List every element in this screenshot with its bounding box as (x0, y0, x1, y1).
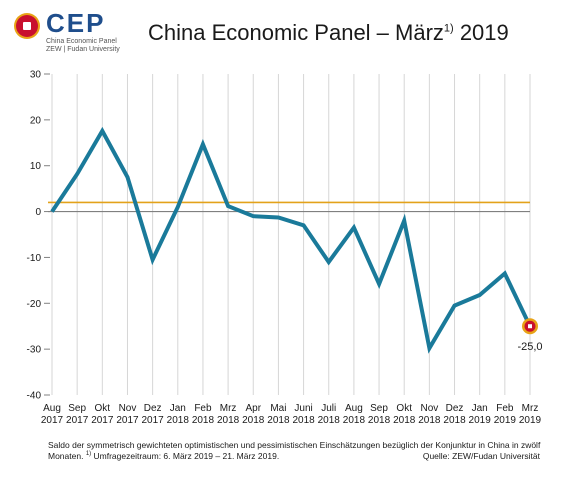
title-footnote-mark: 1) (443, 22, 454, 35)
x-tick-year: 2018 (368, 415, 391, 426)
title-main: China Economic Panel – März (148, 20, 444, 45)
x-tick-year: 2017 (116, 415, 139, 426)
x-tick-year: 2018 (267, 415, 290, 426)
x-tick-month: Nov (420, 403, 438, 414)
footnote-line-2-post: Umfragezeitraum: 6. März 2019 – 21. März… (91, 451, 280, 461)
x-tick-year: 2018 (418, 415, 441, 426)
grid-layer (51, 74, 531, 395)
x-tick-month: Dez (144, 403, 162, 414)
x-tick-month: Feb (496, 403, 514, 414)
x-axis-ticks: Aug2017Sep2017Okt2017Nov2017Dez2017Jan20… (41, 403, 542, 426)
source-note: Quelle: ZEW/Fudan Universität (422, 451, 540, 461)
footnote-line-2: Monaten. 1) Umfragezeitraum: 6. März 201… (48, 451, 548, 462)
chart-title: China Economic Panel – März1) 2019 (148, 20, 509, 46)
series-line (50, 126, 532, 354)
x-tick-year: 2018 (343, 415, 366, 426)
x-tick-month: Apr (245, 403, 261, 414)
x-tick-month: Aug (345, 403, 363, 414)
x-tick-month: Sep (370, 403, 388, 414)
x-tick-month: Okt (396, 403, 412, 414)
x-tick-year: 2017 (91, 415, 114, 426)
x-tick-month: Mrz (522, 403, 539, 414)
y-tick-label: 0 (35, 207, 41, 218)
x-tick-month: Jan (472, 403, 488, 414)
last-point-marker-center (528, 324, 532, 329)
x-tick-year: 2018 (292, 415, 315, 426)
cep-logo-icon (16, 15, 38, 37)
x-tick-year: 2018 (167, 415, 190, 426)
y-tick-label: -10 (27, 253, 42, 264)
x-tick-year: 2018 (393, 415, 416, 426)
y-tick-label: 10 (30, 161, 42, 172)
series-layer (50, 126, 532, 354)
x-tick-year: 2017 (41, 415, 64, 426)
last-point-label: -25,0 (517, 341, 542, 353)
footnote-line-1: Saldo der symmetrisch gewichteten optimi… (48, 440, 541, 450)
x-tick-month: Nov (119, 403, 137, 414)
x-tick-month: Juli (321, 403, 336, 414)
x-tick-month: Mrz (220, 403, 237, 414)
reference-layer (48, 201, 530, 213)
logo-subtitle: China Economic Panel (46, 38, 117, 45)
x-tick-year: 2019 (494, 415, 517, 426)
x-tick-year: 2017 (142, 415, 165, 426)
y-axis-ticks: 30 20 10 0 -10 -20 -30 -40 (27, 70, 50, 402)
x-tick-year: 2018 (242, 415, 265, 426)
y-tick-label: -20 (27, 299, 42, 310)
y-tick-label: -30 (27, 345, 42, 356)
logo-text: CEP (46, 8, 106, 38)
title-year: 2019 (453, 20, 509, 45)
x-tick-month: Okt (95, 403, 111, 414)
x-tick-year: 2018 (318, 415, 341, 426)
marker-layer: -25,0 (517, 318, 543, 353)
y-tick-label: -40 (27, 391, 42, 402)
x-tick-year: 2018 (217, 415, 240, 426)
x-tick-month: Juni (294, 403, 312, 414)
logo-affiliation: ZEW | Fudan University (46, 46, 120, 53)
x-tick-year: 2018 (443, 415, 466, 426)
x-tick-month: Jan (170, 403, 186, 414)
footnote-mark: 1) (85, 451, 92, 458)
x-tick-month: Sep (68, 403, 86, 414)
x-tick-month: Aug (43, 403, 61, 414)
x-tick-year: 2018 (192, 415, 215, 426)
header: CEP China Economic Panel ZEW | Fudan Uni… (0, 0, 570, 60)
x-tick-year: 2017 (66, 415, 89, 426)
footnote-line-2-pre: Monaten. (48, 451, 86, 461)
y-tick-label: 20 (30, 115, 42, 126)
x-tick-month: Mai (270, 403, 286, 414)
x-tick-year: 2019 (469, 415, 492, 426)
x-tick-year: 2019 (519, 415, 542, 426)
x-tick-month: Feb (194, 403, 212, 414)
y-tick-label: 30 (30, 70, 42, 81)
chart-footnote: Saldo der symmetrisch gewichteten optimi… (48, 440, 548, 462)
x-tick-month: Dez (446, 403, 464, 414)
